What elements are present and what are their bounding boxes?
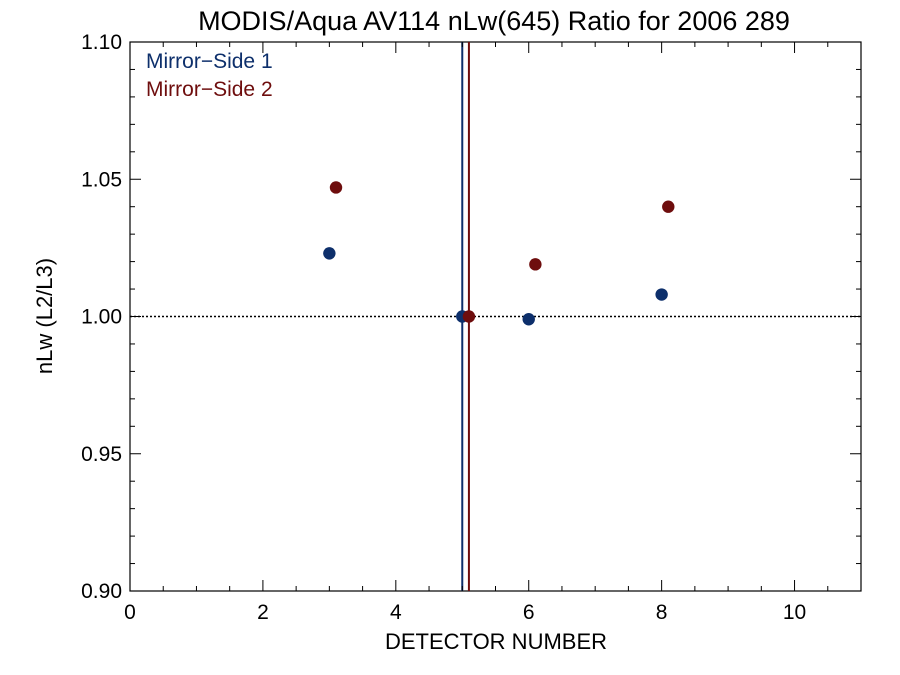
y-tick-label-0-9: 0.90 bbox=[81, 580, 122, 603]
series-2-point-1 bbox=[329, 181, 343, 194]
series-2-point-4 bbox=[662, 200, 675, 213]
series-1-point-3 bbox=[522, 313, 535, 326]
y-tick-label-0-95: 0.95 bbox=[81, 443, 122, 466]
x-tick-label-10: 10 bbox=[783, 601, 806, 624]
legend-entry-mirror-side-1: Mirror−Side 1 bbox=[146, 50, 273, 73]
series-1-point-1 bbox=[323, 247, 336, 260]
x-axis-title: DETECTOR NUMBER bbox=[385, 629, 607, 654]
y-tick-label-1: 1.00 bbox=[81, 306, 122, 329]
y-tick-label-1-1: 1.10 bbox=[81, 31, 122, 54]
x-tick-label-4: 4 bbox=[390, 601, 402, 624]
x-tick-label-2: 2 bbox=[257, 601, 269, 624]
x-tick-label-8: 8 bbox=[656, 601, 668, 624]
legend-entry-mirror-side-2: Mirror−Side 2 bbox=[146, 78, 273, 101]
x-tick-label-6: 6 bbox=[523, 601, 535, 624]
series-1-point-4 bbox=[655, 288, 668, 301]
chart-title: MODIS/Aqua AV114 nLw(645) Ratio for 2006… bbox=[198, 6, 790, 36]
series-2-point-2 bbox=[462, 310, 476, 323]
x-tick-label-0: 0 bbox=[124, 601, 136, 624]
series-2-point-3 bbox=[529, 258, 542, 271]
y-tick-label-1-05: 1.05 bbox=[81, 168, 122, 191]
y-axis-title: nLw (L2/L3) bbox=[32, 258, 57, 374]
